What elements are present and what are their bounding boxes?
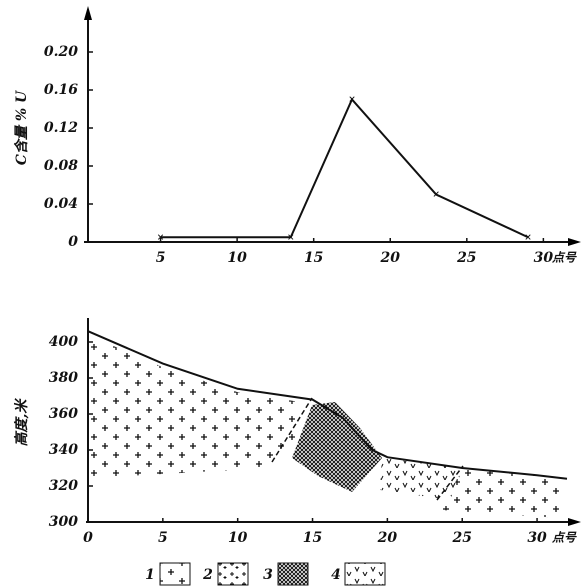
x-tick-label: 15	[303, 530, 322, 546]
arrow	[84, 6, 92, 20]
arrow	[568, 238, 581, 246]
point-marker: ×	[348, 95, 356, 105]
x-tick-label: 25	[451, 530, 471, 546]
zone-hatched	[292, 402, 382, 492]
point-marker: ×	[157, 233, 165, 243]
legend	[159, 562, 386, 586]
legend-box	[277, 562, 309, 586]
x-tick-label: 20	[380, 250, 401, 266]
legend-label: 3	[263, 567, 273, 583]
point-marker: ×	[524, 233, 532, 243]
y-tick-label: 380	[49, 370, 78, 386]
data-line	[160, 97, 529, 239]
legend-box	[159, 562, 191, 586]
point-marker: ×	[432, 190, 440, 200]
y-tick-label: 300	[49, 514, 78, 530]
x-tick-label: 0	[83, 530, 93, 546]
x-tick-label: 10	[228, 530, 248, 546]
x-tick-label: 5	[158, 530, 168, 546]
arrow	[568, 518, 581, 526]
y-tick-label: 0.08	[44, 158, 78, 174]
y-tick-label: 360	[49, 406, 78, 422]
y-tick-label: 320	[49, 478, 78, 494]
y-tick-label: 0.12	[44, 120, 78, 136]
zones	[90, 336, 560, 518]
point-marker: ×	[287, 233, 295, 243]
legend-box	[344, 562, 386, 586]
legend-box	[217, 562, 249, 586]
x-tick-label: 10	[227, 250, 247, 266]
zone-granite-2	[440, 468, 560, 518]
y-tick-label: 0	[68, 234, 78, 250]
x-tick-label: 30	[534, 250, 554, 266]
y-tick-label: 340	[49, 442, 78, 458]
y-axis-label: 高度,米	[13, 398, 30, 447]
zone-granite	[90, 336, 300, 478]
y-tick-label: 0.16	[44, 82, 78, 98]
legend-label: 1	[145, 567, 155, 583]
x-axis-label: 点号	[551, 251, 577, 265]
axes	[84, 6, 581, 526]
zone-v	[380, 458, 463, 500]
terrain-profile	[87, 330, 568, 480]
x-tick-label: 15	[304, 250, 323, 266]
y-tick-label: 0.04	[44, 196, 78, 212]
legend-label: 4	[331, 567, 341, 583]
legend-label: 2	[202, 567, 213, 583]
x-axis-label: 点号	[551, 531, 577, 545]
x-tick-label: 20	[377, 530, 398, 546]
y-tick-label: 0.20	[44, 44, 78, 60]
boundary	[271, 397, 464, 501]
y-axis-label: C含量 % U	[13, 90, 30, 165]
y-tick-label: 400	[49, 334, 78, 350]
x-tick-label: 30	[527, 530, 547, 546]
x-tick-label: 5	[156, 250, 166, 266]
x-tick-label: 25	[456, 250, 476, 266]
